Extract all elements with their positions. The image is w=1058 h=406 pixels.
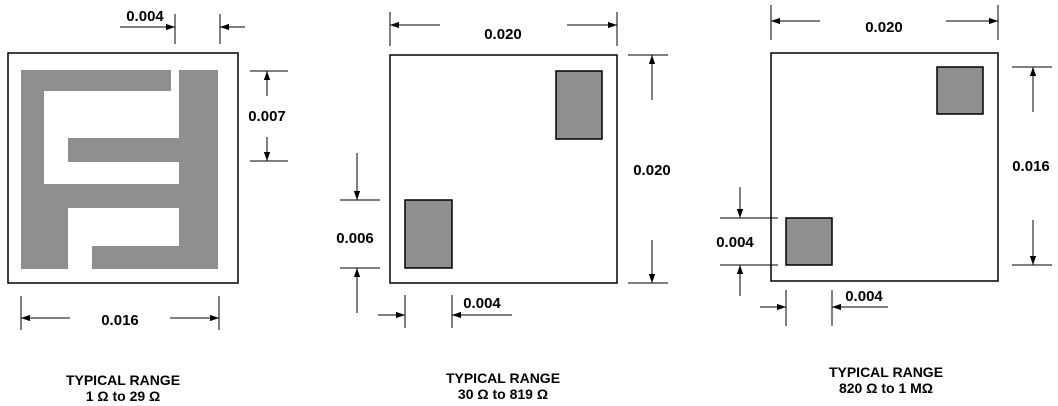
chip-two-pad-large: 0.020 0.020 0.006 0.004	[336, 12, 671, 328]
dim-right-label: 0.016	[1012, 158, 1050, 175]
dim-top-label: 0.020	[484, 26, 522, 43]
pad-top-right	[936, 66, 984, 115]
caption-line-2: 1 Ω to 29 Ω	[85, 388, 161, 404]
dim-right-label: 0.020	[633, 162, 671, 179]
dim-left-label: 0.006	[336, 230, 374, 247]
dim-bottom-label: 0.004	[463, 295, 501, 312]
caption-line-1: TYPICAL RANGE	[828, 364, 944, 380]
pad-bottom-left	[785, 217, 833, 266]
chip-two-pad-small: 0.020 0.016 0.004 0.004	[716, 5, 1052, 326]
caption-figure-2: TYPICAL RANGE 30 Ω to 819 Ω	[403, 370, 603, 402]
dim-top-label: 0.020	[865, 19, 903, 36]
dim-top-label: 0.004	[126, 8, 164, 25]
pad-bottom-left	[404, 199, 453, 269]
caption-line-1: TYPICAL RANGE	[445, 370, 561, 386]
caption-line-2: 820 Ω to 1 MΩ	[838, 380, 934, 396]
caption-line-2: 30 Ω to 819 Ω	[457, 386, 549, 402]
pad-top-right	[555, 70, 603, 140]
caption-figure-1: TYPICAL RANGE 1 Ω to 29 Ω	[23, 372, 223, 404]
dim-bottom-label: 0.004	[845, 288, 883, 305]
serpentine-resistor-pattern	[21, 70, 218, 269]
caption-line-1: TYPICAL RANGE	[65, 372, 181, 388]
chip-serpentine: 0.004 0.007 0.016	[7, 8, 288, 330]
dim-left-label: 0.004	[716, 234, 754, 251]
dim-right-label: 0.007	[248, 108, 286, 125]
caption-figure-3: TYPICAL RANGE 820 Ω to 1 MΩ	[786, 364, 986, 396]
dim-bottom-label: 0.016	[101, 312, 139, 329]
